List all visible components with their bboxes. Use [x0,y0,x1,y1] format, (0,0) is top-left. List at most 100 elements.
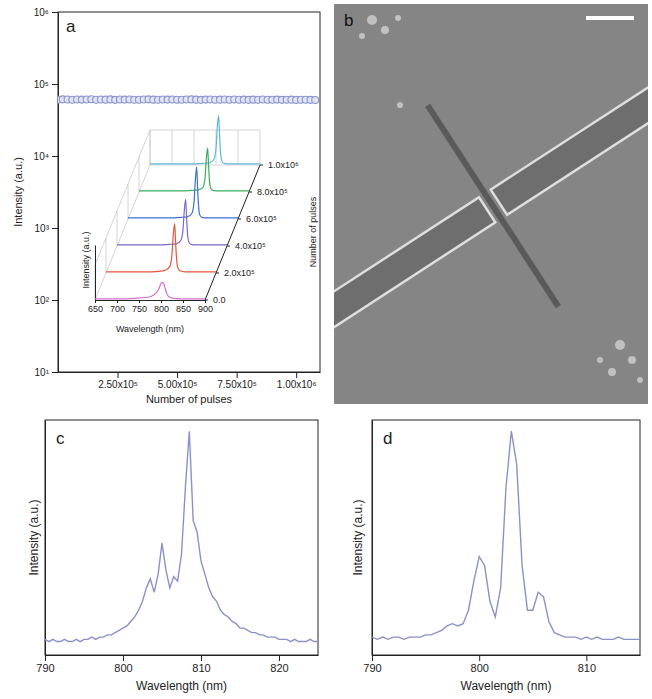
marks [372,431,640,639]
y-axis [372,421,373,656]
x-axis-tick-mark [201,655,202,661]
x-axis-tick: 790 [36,655,54,674]
inset-z-axis-tick-mark [249,192,252,193]
y-axis-title: Intensity (a.u.) [27,499,41,575]
inset-spectrum [117,199,227,245]
inset-spectrum [95,282,205,299]
inset-grid-line [117,211,118,246]
x-axis-tick: 5.00x10⁵ [158,372,198,390]
inset-x-axis-tick: 650 [88,300,103,314]
y-axis-tick-mark [52,84,58,85]
x-axis: 2.50x10⁵5.00x10⁵7.50x10⁵1.00x10⁶ [59,372,321,390]
inset-x-axis-title: Wavelength (nm) [116,324,184,334]
inset-box-edge [150,130,260,131]
y-axis-tick-mark [52,372,58,373]
wire-segment [491,46,648,214]
x-axis-tick-mark [279,655,280,661]
x-axis-tick: 810 [192,655,210,674]
x-axis-tick-label: 800 [471,662,489,674]
nanowire [334,4,648,404]
figure: 2.50x10⁵5.00x10⁵7.50x10⁵1.00x10⁶10¹10²10… [0,0,652,699]
inset-x-axis-tick-mark [139,300,140,303]
inset-y-axis [95,246,96,301]
inset: 6507007508008509000.02.0x10⁵4.0x10⁵6.0x1… [81,116,318,335]
y-axis: 10¹10²10³10⁴10⁵10⁶ [34,7,59,378]
inset-x-axis-tick-label: 800 [154,304,169,314]
x-axis-tick: 810 [578,655,596,674]
y-axis-line [372,421,373,656]
x-axis: 790800810820 [36,655,318,674]
panel-letter: b [344,11,353,30]
debris [615,340,625,350]
debris [381,26,389,34]
inset-x-axis-tick-mark [117,300,118,303]
inset-z-axis-tick-mark [238,219,241,220]
inset-grid-line [128,184,129,219]
x-axis-tick-label: 810 [192,662,210,674]
debris [395,15,401,21]
debris [628,356,636,364]
inset-y-axis-line [95,246,96,301]
x-axis-title: Number of pulses [146,393,233,405]
x-axis-tick: 800 [114,655,132,674]
panel-letter: a [66,17,76,36]
x-axis-tick-mark [237,372,238,378]
x-axis-title: Wavelength (nm) [136,679,227,693]
inset-z-axis-tick-label: 6.0x10⁵ [246,214,277,224]
gap-trench [425,104,561,309]
x-axis-tick-mark [123,655,124,661]
y-axis-title: Intensity (a.u.) [12,157,24,227]
y-axis-tick-label: 10⁴ [34,151,49,162]
x-axis-line [46,655,319,656]
y-axis-line [45,421,46,656]
panel-b: b [201,0,652,454]
inset-x-axis-tick-label: 750 [132,304,147,314]
marks [45,431,318,641]
debris [397,102,403,108]
inset-z-axis-line [205,165,260,300]
debris [597,357,603,363]
y-axis [45,421,46,656]
inset-grid-line [139,157,140,192]
inset-x-axis-tick-mark [161,300,162,303]
inset-z-axis-tick-label: 1.0x10⁶ [268,160,299,170]
x-axis-tick-mark [479,655,480,661]
x-axis-tick: 790 [363,655,381,674]
inset-x-axis-tick: 900 [198,300,213,314]
y-axis-tick-mark [52,300,58,301]
x-axis-tick-mark [586,655,587,661]
inset-box-edge [95,165,150,300]
y-axis-tick: 10⁵ [34,79,58,90]
y-axis-tick-label: 10³ [35,223,50,234]
y-axis-line [58,13,59,373]
plot-frame [45,420,318,655]
debris [359,33,365,39]
scale-bar [586,16,634,20]
x-axis-tick: 800 [471,655,489,674]
x-axis-tick: 2.50x10⁵ [98,372,138,390]
x-axis: 790 800 810 [363,655,640,674]
x-axis-tick-mark [45,655,46,661]
inset-x-axis-tick-label: 650 [88,304,103,314]
y-axis-tick: 10¹ [35,367,58,378]
debris [608,368,616,376]
y-axis-tick-mark [52,12,58,13]
inset-spectrum [128,167,238,218]
x-axis-tick-mark [372,655,373,661]
panel-letter: d [383,429,392,448]
panel-c: 790800810820Wavelength (nm)Intensity (a.… [27,420,318,693]
sem-image [334,4,648,404]
x-axis-tick-mark [296,372,297,378]
x-axis-tick-label: 810 [578,662,596,674]
panel-letter: c [56,429,65,448]
inset-grid-line [238,130,239,165]
inset-grid-line [260,130,261,165]
y-axis-tick-mark [52,228,58,229]
spectrum-line [45,431,318,641]
inset-spectrum [106,224,216,272]
inset-spectrum [139,148,249,191]
inset-grid [95,130,260,300]
inset-grid-line [106,238,107,273]
inset-grid-line [150,130,151,165]
inset-z-axis-tick-label: 2.0x10⁵ [224,268,255,278]
